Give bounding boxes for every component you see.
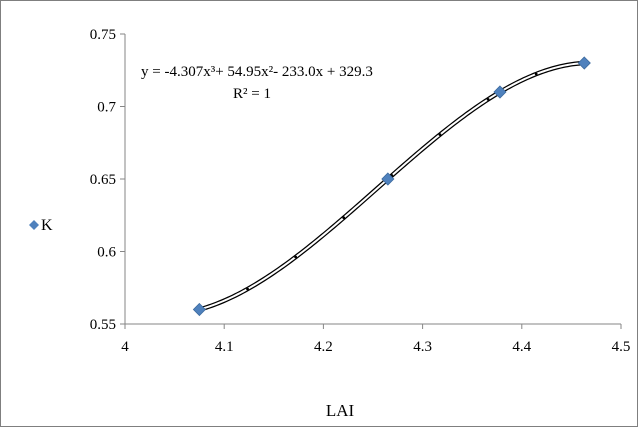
x-tick-label: 4.5	[612, 339, 631, 355]
y-axis: 0.55 0.6 0.65 0.7 0.75	[90, 27, 126, 333]
y-tick-label: 0.65	[90, 172, 116, 188]
x-axis: 4 4.1 4.2 4.3 4.4 4.5	[121, 323, 631, 355]
legend: K	[29, 217, 53, 234]
legend-label: K	[41, 217, 53, 234]
data-point	[577, 56, 591, 70]
trendline-dot	[342, 216, 346, 220]
x-axis-title: LAI	[326, 401, 355, 420]
x-tick-label: 4	[121, 339, 129, 355]
trendline-dot	[438, 133, 442, 137]
x-tick-label: 4.4	[512, 339, 531, 355]
trendline-dot	[486, 97, 490, 101]
y-tick-label: 0.6	[97, 245, 116, 261]
y-tick-label: 0.75	[90, 27, 116, 43]
trendline-dot	[246, 287, 249, 291]
data-point	[192, 302, 206, 317]
data-point	[493, 85, 507, 99]
y-tick-label: 0.55	[90, 317, 116, 333]
trendline-equation: y = -4.307x³+ 54.95x²- 233.0x + 329.3	[141, 64, 373, 80]
x-tick-label: 4.2	[314, 339, 333, 355]
data-points	[192, 56, 591, 317]
trendline-r2: R² = 1	[233, 86, 271, 102]
trendline-group	[198, 60, 585, 312]
y-tick-label: 0.7	[97, 100, 116, 116]
trendline-dot	[534, 72, 538, 76]
x-tick-label: 4.1	[215, 339, 234, 355]
data-point	[381, 172, 395, 186]
trendline-dot	[294, 255, 298, 259]
legend-marker-diamond	[29, 220, 39, 230]
x-tick-label: 4.3	[413, 339, 432, 355]
